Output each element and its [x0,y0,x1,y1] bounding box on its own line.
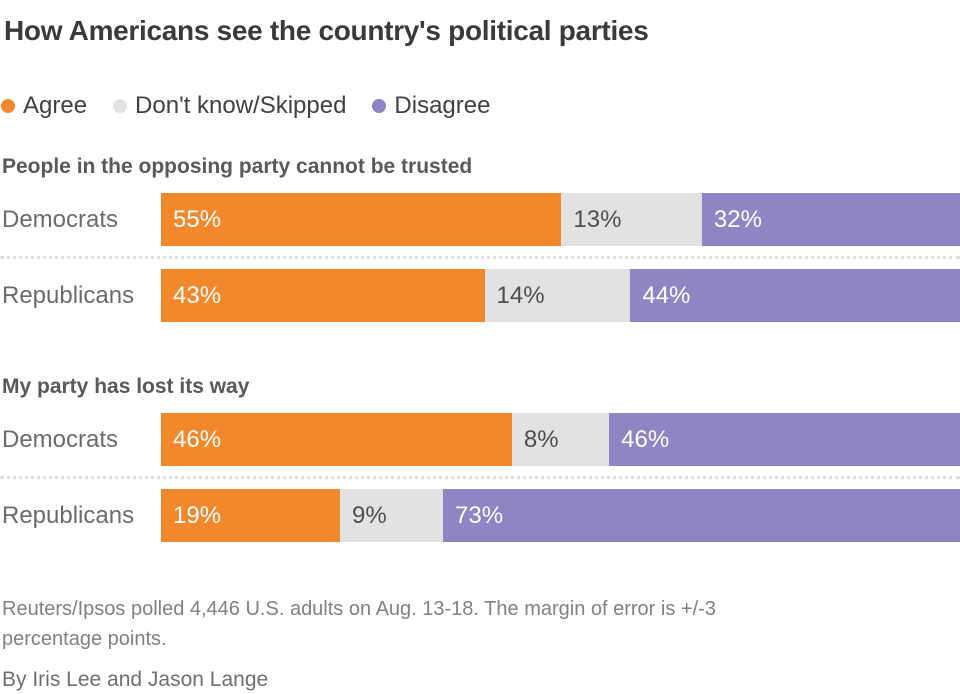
section-lost-its-way: My party has lost its way Democrats 46% … [0,374,960,542]
bar-value-label: 8% [523,425,559,453]
section-heading-opposing-party: People in the opposing party cannot be t… [2,155,473,178]
source-note: Reuters/Ipsos polled 4,446 U.S. adults o… [2,594,960,654]
bar-segment-dont-know: 14% [484,269,631,322]
row-label-democrats: Democrats [2,205,119,233]
legend-item-agree: Agree [1,92,87,120]
row-divider [0,256,960,259]
bar-segment-disagree: 32% [701,193,960,246]
bar-segment-agree: 46% [161,413,512,466]
source-note-line-2: percentage points. [2,628,167,650]
row-label-republicans: Republicans [2,501,135,529]
bar-value-label: 14% [496,281,545,309]
bar-row-democrats: Democrats 46% 8% 46% [0,413,960,466]
legend-dot-agree [1,99,15,113]
bar-value-label: 46% [621,425,670,453]
legend-item-disagree: Disagree [372,92,490,120]
row-divider [0,476,960,479]
row-label-republicans: Republicans [2,281,135,309]
bar-segment-dont-know: 8% [511,413,610,466]
bar-value-label: 13% [573,205,622,233]
legend-item-dont-know: Don't know/Skipped [113,92,346,120]
legend-dot-dont-know [113,99,128,113]
bar-row-republicans: Republicans 19% 9% 73% [0,489,960,542]
page-title: How Americans see the country's politica… [4,15,649,46]
legend-label-disagree: Disagree [394,92,491,119]
bar-value-label: 46% [173,425,222,453]
section-heading-lost-its-way: My party has lost its way [2,375,250,398]
bar-value-label: 19% [173,501,222,529]
bar-row-democrats: Democrats 55% 13% 32% [0,193,960,246]
bar-value-label: 9% [351,501,387,529]
bar-segment-agree: 43% [161,269,485,322]
bar-value-label: 73% [455,501,504,529]
bar-value-label: 55% [173,205,222,233]
row-label-democrats: Democrats [2,425,119,453]
bar-segment-dont-know: 13% [561,193,702,246]
legend: Agree Don't know/Skipped Disagree [1,92,960,120]
legend-label-dont-know: Don't know/Skipped [135,92,347,119]
bar-value-label: 32% [713,205,762,233]
stacked-bar: 19% 9% 73% [161,489,960,542]
section-opposing-party: People in the opposing party cannot be t… [0,154,960,322]
byline: By Iris Lee and Jason Lange [2,668,269,691]
bar-segment-disagree: 46% [609,413,960,466]
bar-segment-disagree: 73% [443,489,960,542]
stacked-bar: 55% 13% 32% [161,193,960,246]
bar-value-label: 43% [173,281,222,309]
bar-segment-agree: 55% [161,193,562,246]
stacked-bar: 43% 14% 44% [161,269,960,322]
stacked-bar: 46% 8% 46% [161,413,960,466]
bar-segment-agree: 19% [161,489,340,542]
legend-dot-disagree [372,99,387,113]
bar-segment-disagree: 44% [630,269,960,322]
legend-label-agree: Agree [23,92,88,119]
source-note-line-1: Reuters/Ipsos polled 4,446 U.S. adults o… [2,598,716,620]
bar-value-label: 44% [642,281,691,309]
bar-segment-dont-know: 9% [339,489,444,542]
bar-row-republicans: Republicans 43% 14% 44% [0,269,960,322]
